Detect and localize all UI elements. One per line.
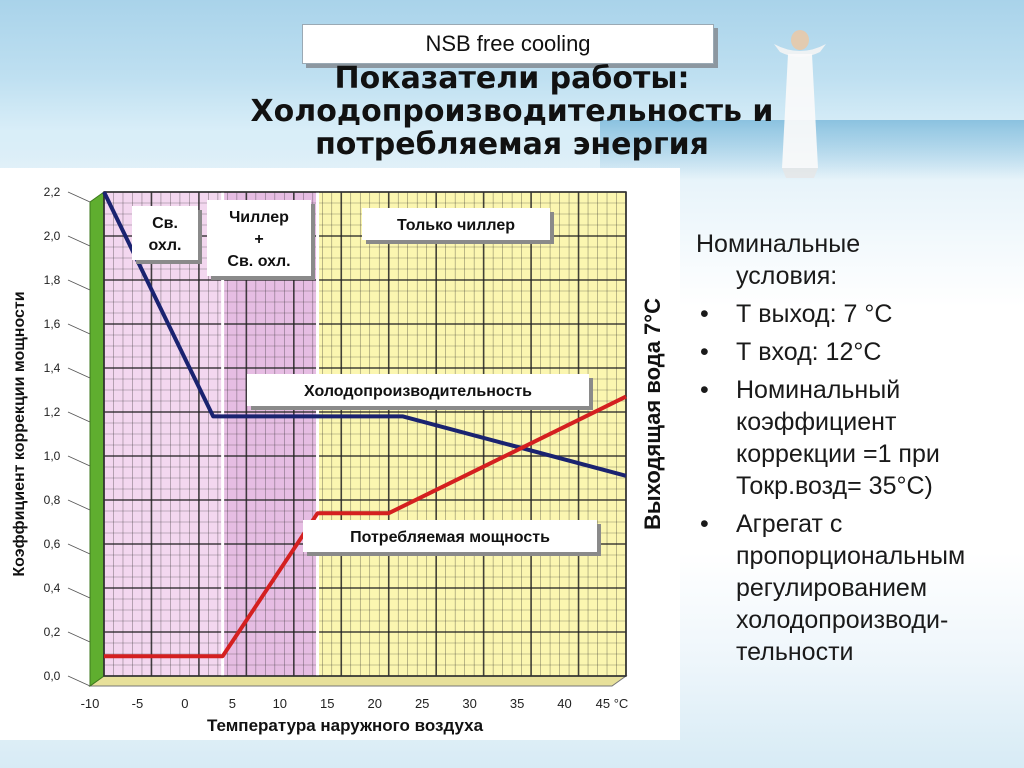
conditions-intro-line-1: Номинальные <box>696 230 861 258</box>
y-tick-label: 0,8 <box>44 493 61 507</box>
conditions-item: • Т вход: 12°С <box>696 336 1014 368</box>
y-tick-label: 0,6 <box>44 537 61 551</box>
zone-label-free-cooling: Св. охл. <box>132 206 202 264</box>
series-label-power-consumption: Потребляемая мощность <box>303 520 601 556</box>
heading-line-3: потребляемая энергия <box>315 127 709 162</box>
zone-label-chiller-only: Только чиллер <box>362 208 554 244</box>
x-tick-label: 5 <box>229 696 236 711</box>
y-tick-mark <box>67 499 91 511</box>
y-tick-label: 2,2 <box>44 185 61 199</box>
conditions-item-text: Т вход: 12°С <box>736 338 882 366</box>
right-axis-label: Выходящая вода 7°С <box>640 298 665 530</box>
relaxing-person-illustration <box>774 30 826 178</box>
slide-label: NSB free cooling <box>425 31 591 56</box>
y-tick-mark <box>67 631 91 643</box>
y-tick-mark <box>67 367 91 379</box>
y-tick-mark <box>67 279 91 291</box>
label-box-text: Чиллер <box>229 209 289 226</box>
x-tick-label: -5 <box>132 696 144 711</box>
series-label-cooling-capacity: Холодопроизводительность <box>247 374 593 410</box>
chart-side-wall <box>89 191 105 687</box>
performance-chart: 0,0 0,2 0,4 0,6 0,8 1,0 1,2 1,4 1,6 1,8 2,0 2,2 -10 -… <box>11 185 665 735</box>
label-box-background <box>362 208 550 240</box>
label-box-text: Холодопроизводительность <box>304 383 532 400</box>
x-tick-label: 20 <box>367 696 381 711</box>
chart-floor <box>88 675 628 687</box>
label-box-text: Потребляемая мощность <box>350 529 550 546</box>
slide-label-box: NSB free cooling <box>302 24 714 64</box>
y-tick-label: 1,8 <box>44 273 61 287</box>
x-tick-label: 45 °С <box>596 696 629 711</box>
zone-label-chiller-free-cooling: Чиллер + Св. охл. <box>207 200 315 280</box>
y-tick-label: 0,4 <box>44 581 61 595</box>
x-tick-label: 25 <box>415 696 429 711</box>
label-box-text: Св. охл. <box>227 253 290 270</box>
label-box-text: Только чиллер <box>397 217 515 234</box>
y-tick-label: 1,2 <box>44 405 61 419</box>
y-tick-label: 1,0 <box>44 449 61 463</box>
label-box-background <box>303 520 597 552</box>
y-tick-mark <box>67 235 91 247</box>
y-tick-label: 1,6 <box>44 317 61 331</box>
bullet-icon: • <box>700 300 709 328</box>
x-tick-label: 15 <box>320 696 334 711</box>
series-line <box>102 191 627 478</box>
bullet-icon: • <box>700 338 709 366</box>
x-tick-label: -10 <box>81 696 100 711</box>
conditions-item: • Агрегат с пропорциональным регулировани… <box>696 508 1014 668</box>
y-tick-label: 2,0 <box>44 229 61 243</box>
conditions-intro: Номинальные условия: <box>696 228 1014 292</box>
bullet-icon: • <box>700 510 709 538</box>
x-tick-label: 35 <box>510 696 524 711</box>
label-box-background <box>132 206 198 260</box>
plot-frame <box>103 191 627 677</box>
conditions-item: • Т выход: 7 °С <box>696 298 1014 330</box>
heading-line-1: Показатели работы: <box>334 61 690 96</box>
y-tick-label: 1,4 <box>44 361 61 375</box>
y-axis-label: Коэффициент коррекции мощности <box>11 291 28 576</box>
y-tick-mark <box>67 543 91 555</box>
y-tick-label: 0,0 <box>44 669 61 683</box>
slide-heading: Показатели работы: Холодопроизводительно… <box>150 62 874 161</box>
label-box-text: Св. <box>152 215 178 232</box>
y-tick-mark <box>67 191 91 203</box>
heading-line-2: Холодопроизводительность и <box>250 94 774 129</box>
x-tick-label: 10 <box>273 696 287 711</box>
label-box-text: охл. <box>149 237 182 254</box>
conditions-item-text: Номинальный коэффициент коррекции =1 при… <box>736 376 940 500</box>
y-tick-label: 0,2 <box>44 625 61 639</box>
bullet-icon: • <box>700 376 709 404</box>
conditions-item: • Номинальный коэффициент коррекции =1 пр… <box>696 374 1014 502</box>
x-tick-label: 0 <box>181 696 188 711</box>
conditions-panel: Номинальные условия: • Т выход: 7 °С • Т в… <box>696 228 1014 674</box>
label-box-background <box>247 374 589 406</box>
label-box-background <box>207 200 311 276</box>
y-tick-mark <box>67 587 91 599</box>
y-tick-mark <box>67 323 91 335</box>
x-tick-label: 30 <box>462 696 476 711</box>
conditions-intro-line-2: условия: <box>736 262 838 290</box>
y-tick-mark <box>67 675 91 687</box>
conditions-item-text: Т выход: 7 °С <box>736 300 893 328</box>
conditions-list: • Т выход: 7 °С • Т вход: 12°С • Номинальны… <box>696 298 1014 668</box>
conditions-item-text: Агрегат с пропорциональным регулирование… <box>736 510 966 666</box>
x-axis-label: Температура наружного воздуха <box>207 716 484 735</box>
y-tick-mark <box>67 411 91 423</box>
x-tick-label: 40 <box>557 696 571 711</box>
y-tick-mark <box>67 455 91 467</box>
label-box-text: + <box>254 231 263 248</box>
